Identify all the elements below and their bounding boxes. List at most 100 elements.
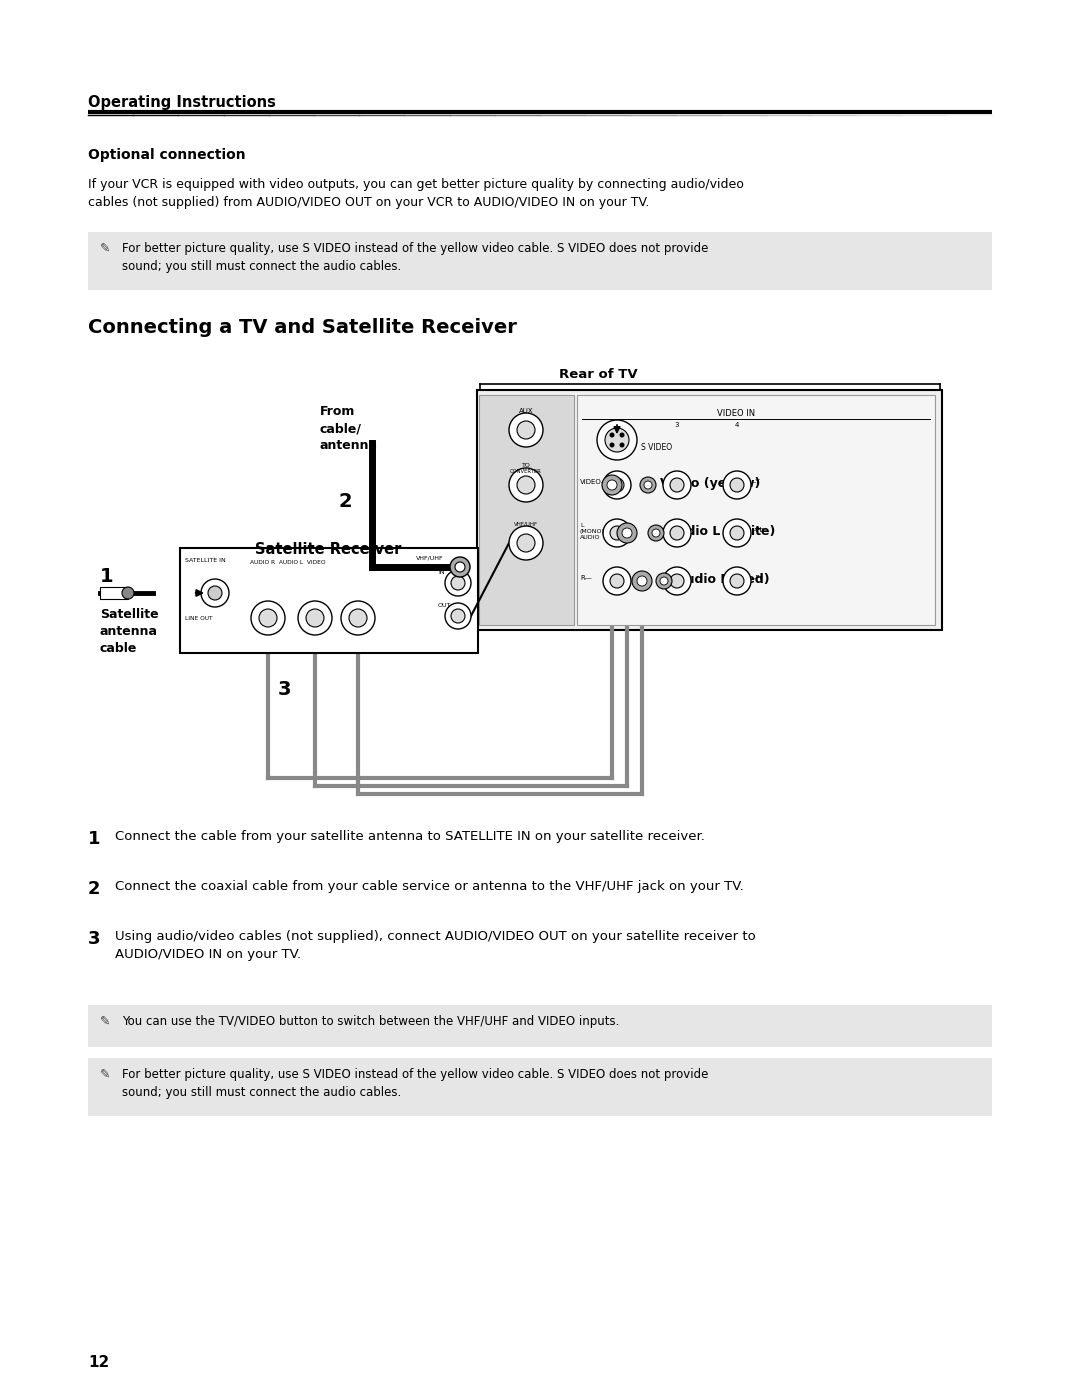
Text: VHF/UHF: VHF/UHF xyxy=(416,556,444,562)
Circle shape xyxy=(609,443,615,447)
Circle shape xyxy=(620,443,624,447)
Text: 12: 12 xyxy=(87,1355,109,1370)
Circle shape xyxy=(451,609,465,623)
Circle shape xyxy=(445,604,471,629)
Circle shape xyxy=(730,478,744,492)
Text: TO: TO xyxy=(522,462,530,468)
Circle shape xyxy=(670,527,684,541)
Bar xyxy=(87,1058,993,1116)
Circle shape xyxy=(509,468,543,502)
Text: S VIDEO: S VIDEO xyxy=(642,443,672,453)
Circle shape xyxy=(632,571,652,591)
Circle shape xyxy=(663,567,691,595)
Text: Satellite
antenna
cable: Satellite antenna cable xyxy=(100,608,159,655)
Bar xyxy=(100,587,129,599)
Circle shape xyxy=(730,574,744,588)
Circle shape xyxy=(610,574,624,588)
Text: Connect the cable from your satellite antenna to SATELLITE IN on your satellite : Connect the cable from your satellite an… xyxy=(114,830,705,842)
Circle shape xyxy=(341,601,375,636)
Text: ✎: ✎ xyxy=(100,1016,110,1028)
Circle shape xyxy=(607,481,617,490)
Circle shape xyxy=(610,478,624,492)
Circle shape xyxy=(670,478,684,492)
Text: AUX: AUX xyxy=(518,408,534,414)
Text: Satellite Receiver: Satellite Receiver xyxy=(255,542,402,557)
Circle shape xyxy=(730,527,744,541)
Circle shape xyxy=(122,587,134,599)
Circle shape xyxy=(517,534,535,552)
Text: Rear of TV: Rear of TV xyxy=(558,367,637,381)
Circle shape xyxy=(610,527,624,541)
Text: IN: IN xyxy=(438,570,445,576)
Bar xyxy=(87,232,993,291)
Text: ✎: ✎ xyxy=(100,242,110,256)
Circle shape xyxy=(201,578,229,608)
Circle shape xyxy=(656,573,672,590)
Circle shape xyxy=(603,471,631,499)
Circle shape xyxy=(723,520,751,548)
Circle shape xyxy=(644,481,652,489)
Text: 1: 1 xyxy=(100,567,113,585)
Circle shape xyxy=(517,476,535,495)
Text: 4: 4 xyxy=(734,422,739,427)
Text: Optional connection: Optional connection xyxy=(87,148,245,162)
Text: 2: 2 xyxy=(338,492,352,511)
Text: –Pb: –Pb xyxy=(753,527,765,534)
Text: If your VCR is equipped with video outputs, you can get better picture quality b: If your VCR is equipped with video outpu… xyxy=(87,177,744,210)
Circle shape xyxy=(306,609,324,627)
Circle shape xyxy=(652,529,660,536)
Text: 3: 3 xyxy=(675,422,679,427)
Circle shape xyxy=(509,527,543,560)
Circle shape xyxy=(251,601,285,636)
Text: 2: 2 xyxy=(87,880,100,898)
Bar xyxy=(480,395,573,624)
Circle shape xyxy=(259,609,276,627)
Text: Audio R (red): Audio R (red) xyxy=(676,574,770,587)
Text: Connecting a TV and Satellite Receiver: Connecting a TV and Satellite Receiver xyxy=(87,319,517,337)
Circle shape xyxy=(622,528,632,538)
Text: For better picture quality, use S VIDEO instead of the yellow video cable. S VID: For better picture quality, use S VIDEO … xyxy=(122,242,708,272)
Text: Audio L (white): Audio L (white) xyxy=(669,525,775,538)
Text: ✎: ✎ xyxy=(100,1067,110,1081)
Circle shape xyxy=(663,471,691,499)
Circle shape xyxy=(723,471,751,499)
Bar xyxy=(87,1004,993,1046)
Text: VHF/UHF: VHF/UHF xyxy=(514,521,538,527)
Circle shape xyxy=(648,525,664,541)
Text: Using audio/video cables (not supplied), connect AUDIO/VIDEO OUT on your satelli: Using audio/video cables (not supplied),… xyxy=(114,930,756,961)
Text: 3: 3 xyxy=(87,930,100,949)
Text: OUT: OUT xyxy=(438,604,451,608)
Text: SATELLITE IN: SATELLITE IN xyxy=(185,557,226,563)
Text: –Pr: –Pr xyxy=(753,576,764,581)
Circle shape xyxy=(603,567,631,595)
Circle shape xyxy=(602,475,622,495)
Text: 1: 1 xyxy=(87,830,100,848)
Circle shape xyxy=(660,577,669,585)
Circle shape xyxy=(298,601,332,636)
Text: Video (yellow): Video (yellow) xyxy=(660,478,760,490)
Text: CONVERTER: CONVERTER xyxy=(510,469,542,474)
Circle shape xyxy=(450,557,470,577)
Circle shape xyxy=(609,433,615,437)
Circle shape xyxy=(455,562,465,571)
Text: Connect the coaxial cable from your cable service or antenna to the VHF/UHF jack: Connect the coaxial cable from your cabl… xyxy=(114,880,744,893)
Text: VIDEO IN: VIDEO IN xyxy=(717,409,755,418)
Text: For better picture quality, use S VIDEO instead of the yellow video cable. S VID: For better picture quality, use S VIDEO … xyxy=(122,1067,708,1099)
Circle shape xyxy=(349,609,367,627)
Text: Operating Instructions: Operating Instructions xyxy=(87,95,275,110)
Circle shape xyxy=(445,570,471,597)
Text: LINE OUT: LINE OUT xyxy=(185,616,213,622)
Circle shape xyxy=(640,476,656,493)
Circle shape xyxy=(597,420,637,460)
Circle shape xyxy=(605,427,629,453)
Circle shape xyxy=(617,522,637,543)
Text: You can use the TV/VIDEO button to switch between the VHF/UHF and VIDEO inputs.: You can use the TV/VIDEO button to switc… xyxy=(122,1016,619,1028)
Circle shape xyxy=(663,520,691,548)
Circle shape xyxy=(620,433,624,437)
Bar xyxy=(180,548,478,652)
Circle shape xyxy=(517,420,535,439)
Bar xyxy=(477,390,942,630)
Circle shape xyxy=(509,414,543,447)
Circle shape xyxy=(723,567,751,595)
Text: 1: 1 xyxy=(615,422,619,427)
